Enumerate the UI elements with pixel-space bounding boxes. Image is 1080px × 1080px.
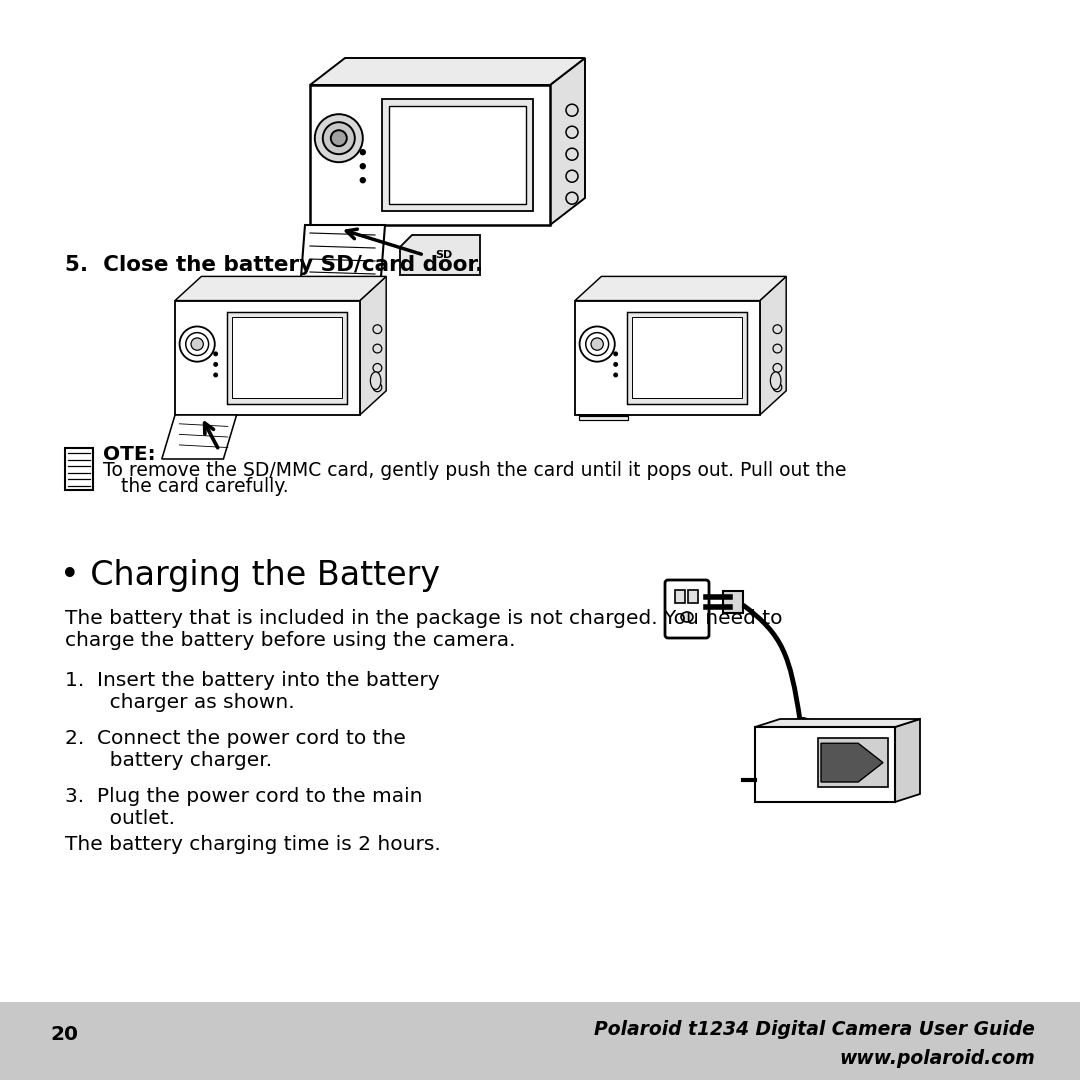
Circle shape xyxy=(214,374,217,377)
Ellipse shape xyxy=(770,372,781,390)
Circle shape xyxy=(361,178,365,183)
Polygon shape xyxy=(162,415,237,459)
Polygon shape xyxy=(821,743,883,782)
Bar xyxy=(0,1002,1080,1080)
Circle shape xyxy=(591,338,604,350)
Text: 1.  Insert the battery into the battery: 1. Insert the battery into the battery xyxy=(65,671,440,689)
Circle shape xyxy=(361,150,365,154)
Polygon shape xyxy=(755,719,920,727)
Bar xyxy=(688,590,698,603)
Polygon shape xyxy=(310,58,585,85)
Circle shape xyxy=(191,338,203,350)
Bar xyxy=(175,300,360,415)
Text: • Charging the Battery: • Charging the Battery xyxy=(60,558,441,592)
Circle shape xyxy=(214,363,217,366)
Text: the card carefully.: the card carefully. xyxy=(121,476,288,496)
Ellipse shape xyxy=(370,372,381,390)
Text: battery charger.: battery charger. xyxy=(65,752,272,770)
Text: 5.  Close the battery SD/card door.: 5. Close the battery SD/card door. xyxy=(65,255,483,275)
Circle shape xyxy=(214,352,217,355)
Polygon shape xyxy=(360,276,387,415)
Text: 20: 20 xyxy=(50,1025,78,1044)
Polygon shape xyxy=(760,276,786,415)
Text: OTE:: OTE: xyxy=(103,445,156,463)
Bar xyxy=(632,318,742,399)
Bar xyxy=(382,99,534,211)
Bar xyxy=(818,739,888,787)
Polygon shape xyxy=(400,235,480,275)
Text: www.polaroid.com: www.polaroid.com xyxy=(839,1049,1035,1068)
Bar xyxy=(675,590,685,603)
Bar xyxy=(227,312,347,404)
Text: To remove the SD/MMC card, gently push the card until it pops out. Pull out the: To remove the SD/MMC card, gently push t… xyxy=(103,460,847,480)
Circle shape xyxy=(613,352,618,355)
Bar xyxy=(389,106,526,204)
Bar xyxy=(579,416,627,420)
Text: SD: SD xyxy=(435,249,453,260)
Text: The battery that is included in the package is not charged. You need to: The battery that is included in the pack… xyxy=(65,608,783,627)
Bar xyxy=(65,448,93,490)
Polygon shape xyxy=(575,276,786,300)
Text: 2.  Connect the power cord to the: 2. Connect the power cord to the xyxy=(65,729,406,747)
Ellipse shape xyxy=(794,718,810,728)
Bar xyxy=(723,591,743,613)
Bar xyxy=(626,312,747,404)
Text: 3.  Plug the power cord to the main: 3. Plug the power cord to the main xyxy=(65,786,422,806)
Bar xyxy=(310,85,550,225)
Text: charger as shown.: charger as shown. xyxy=(65,693,295,713)
Text: The battery charging time is 2 hours.: The battery charging time is 2 hours. xyxy=(65,835,441,853)
Text: charge the battery before using the camera.: charge the battery before using the came… xyxy=(65,631,515,649)
Text: outlet.: outlet. xyxy=(65,810,175,828)
Bar xyxy=(575,300,760,415)
Bar xyxy=(755,727,895,802)
Circle shape xyxy=(330,131,347,146)
Circle shape xyxy=(314,114,363,162)
Text: Polaroid t1234 Digital Camera User Guide: Polaroid t1234 Digital Camera User Guide xyxy=(594,1020,1035,1039)
Circle shape xyxy=(361,164,365,168)
Polygon shape xyxy=(175,276,387,300)
Polygon shape xyxy=(550,58,585,225)
Polygon shape xyxy=(895,719,920,802)
FancyBboxPatch shape xyxy=(665,580,708,638)
Ellipse shape xyxy=(681,612,693,622)
Bar xyxy=(232,318,341,399)
Circle shape xyxy=(323,122,355,154)
Polygon shape xyxy=(300,225,384,291)
Circle shape xyxy=(613,374,618,377)
Circle shape xyxy=(613,363,618,366)
